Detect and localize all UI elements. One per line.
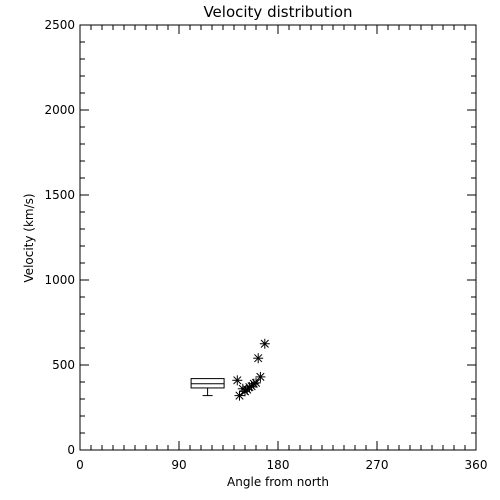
y-tick-label: 2500 xyxy=(44,18,75,32)
data-point xyxy=(234,390,245,401)
plot-frame xyxy=(79,24,477,451)
data-point xyxy=(251,377,261,388)
y-tick-label: 2000 xyxy=(44,103,75,117)
data-point xyxy=(253,353,264,364)
y-tick-labels: 0 500 1000 1500 2000 2500 xyxy=(44,18,75,457)
data-point xyxy=(232,375,243,386)
axis-ticks xyxy=(79,24,477,451)
y-tick-label: 500 xyxy=(52,358,75,372)
boxplot xyxy=(190,378,225,397)
y-tick-label: 1500 xyxy=(44,188,75,202)
x-axis-label: Angle from north xyxy=(227,475,329,489)
chart-title: Velocity distribution xyxy=(203,3,352,21)
y-axis-label: Velocity (km/s) xyxy=(22,193,36,282)
data-point xyxy=(259,338,270,349)
x-tick-label: 90 xyxy=(171,458,186,472)
x-tick-label: 180 xyxy=(267,458,290,472)
x-tick-label: 270 xyxy=(366,458,389,472)
y-tick-label: 0 xyxy=(67,443,75,457)
data-point xyxy=(255,371,266,382)
x-tick-label: 360 xyxy=(465,458,488,472)
x-tick-labels: 0 90 180 270 360 xyxy=(76,458,487,472)
y-tick-label: 1000 xyxy=(44,273,75,287)
data-points xyxy=(232,338,270,401)
x-tick-label: 0 xyxy=(76,458,84,472)
